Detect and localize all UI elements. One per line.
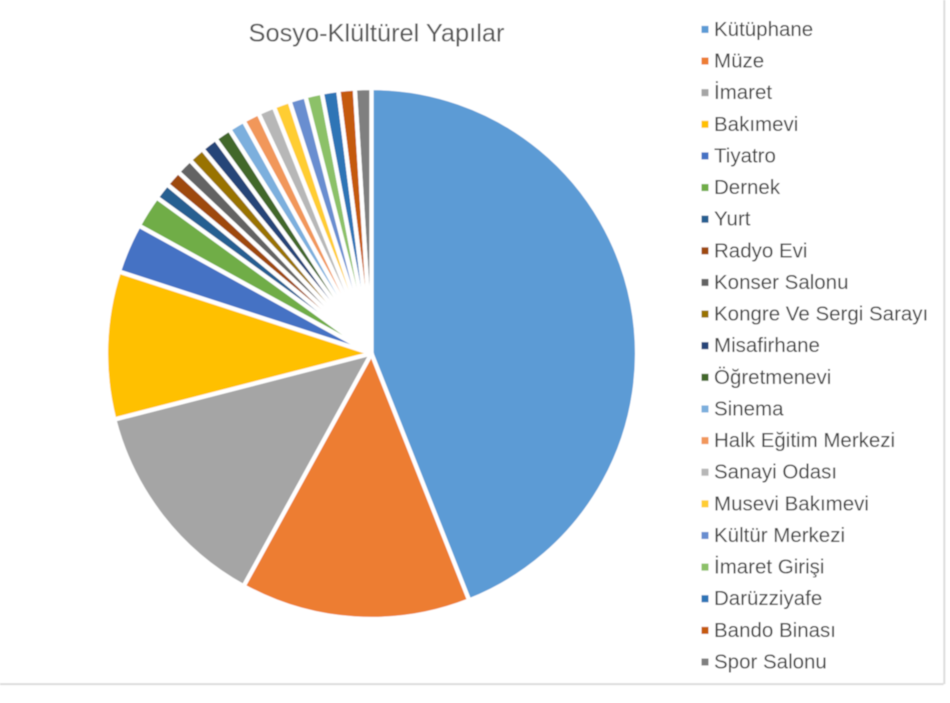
- svg-text:Radyo Evi: Radyo Evi: [714, 239, 807, 262]
- svg-text:Müze: Müze: [714, 50, 764, 73]
- svg-text:Misafirhane: Misafirhane: [714, 334, 820, 357]
- svg-text:Bakımevi: Bakımevi: [714, 113, 798, 136]
- svg-text:Spor Salonu: Spor Salonu: [714, 651, 827, 674]
- svg-text:Sanayi Odası: Sanayi Odası: [714, 461, 837, 484]
- svg-text:Darüzziyafe: Darüzziyafe: [714, 587, 822, 610]
- svg-text:Öğretmenevi: Öğretmenevi: [714, 366, 831, 389]
- svg-text:Kütüphane: Kütüphane: [714, 18, 813, 41]
- svg-text:Halk Eğitim Merkezi: Halk Eğitim Merkezi: [714, 429, 895, 452]
- svg-text:Dernek: Dernek: [714, 176, 781, 199]
- svg-text:Sinema: Sinema: [714, 397, 784, 420]
- svg-text:Kongre Ve Sergi Sarayı: Kongre Ve Sergi Sarayı: [714, 303, 928, 326]
- svg-text:Konser Salonu: Konser Salonu: [714, 271, 848, 294]
- svg-text:Bando Binası: Bando Binası: [714, 619, 836, 642]
- svg-text:Sosyo-Klültürel Yapılar: Sosyo-Klültürel Yapılar: [249, 20, 505, 48]
- svg-text:Kültür Merkezi: Kültür Merkezi: [714, 524, 845, 547]
- svg-text:Yurt: Yurt: [714, 208, 751, 231]
- svg-text:İmaret: İmaret: [714, 81, 772, 104]
- svg-text:İmaret Girişi: İmaret Girişi: [714, 556, 824, 579]
- svg-text:Musevi Bakımevi: Musevi Bakımevi: [714, 492, 869, 515]
- svg-text:Tiyatro: Tiyatro: [714, 144, 776, 167]
